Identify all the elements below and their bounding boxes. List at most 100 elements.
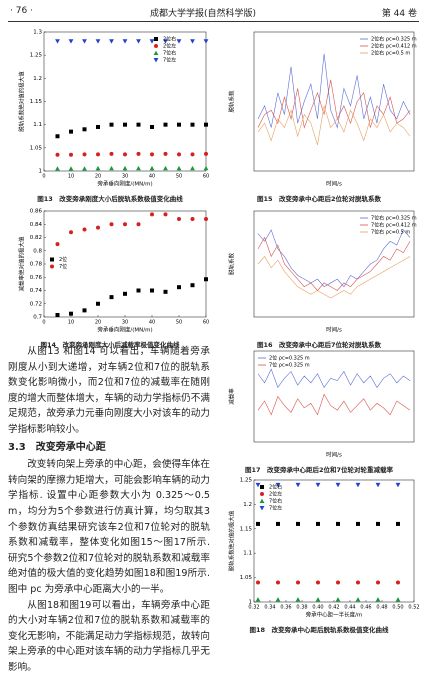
marker: [123, 152, 127, 156]
marker: [164, 290, 168, 294]
x-tick-label: 50: [176, 320, 182, 326]
marker: [96, 152, 100, 156]
marker: [82, 166, 87, 170]
paragraph: 从图13 和图14 可以看出，车辆随着旁承刚度从小到大递增，对车辆2位和7位的脱…: [8, 344, 210, 438]
marker: [376, 483, 381, 487]
y-tick-label: 1.3: [33, 30, 42, 36]
y-axis-label: 减载率绝对值的极大值: [18, 236, 26, 292]
section-heading: 3.3 改变旁承中心距: [8, 440, 210, 456]
marker: [109, 39, 114, 43]
marker: [396, 522, 400, 526]
marker: [396, 580, 400, 584]
y-tick-label: 1.05: [30, 145, 43, 151]
y-tick-label: 0.74: [30, 288, 43, 294]
x-tick-label: 40: [149, 320, 155, 326]
x-tick-label: 30: [122, 174, 128, 180]
marker: [56, 313, 60, 317]
marker: [204, 123, 208, 127]
x-tick-label: 50: [176, 174, 182, 180]
marker: [137, 289, 141, 293]
marker: [154, 44, 158, 48]
marker: [376, 597, 381, 601]
legend-label: 2位右: [269, 484, 282, 491]
marker: [50, 265, 54, 269]
legend-label: 7位右: [269, 498, 282, 505]
x-tick-label: 0: [42, 174, 45, 180]
header-rule: [8, 21, 419, 22]
y-tick-label: 1.25: [240, 478, 253, 484]
legend-label: 7位 ρc=0.325 m: [269, 362, 310, 369]
series-line: [258, 256, 410, 298]
marker: [96, 125, 100, 129]
marker: [96, 302, 100, 306]
marker: [69, 153, 73, 157]
marker: [296, 597, 301, 601]
x-tick-label: 20: [95, 174, 101, 180]
marker: [376, 522, 380, 526]
y-tick-label: 0.84: [30, 222, 43, 228]
paragraph: 改变转向架上旁承的中心距，会使得车体在转向架的摩擦力矩增大，可能会影响车辆的动力…: [8, 457, 210, 597]
marker: [137, 152, 141, 156]
legend-label: 7位右 ρc=0.325 m: [371, 215, 417, 222]
y-axis-label: 脱轨系数绝对值的极大值: [228, 510, 236, 571]
y-axis-label: 脱轨系数: [228, 253, 236, 276]
marker: [150, 212, 154, 216]
marker: [109, 166, 114, 170]
legend-label: 7位左: [163, 57, 176, 64]
marker: [316, 580, 320, 584]
x-tick-label: 40: [149, 174, 155, 180]
marker: [83, 152, 87, 156]
marker: [150, 39, 155, 43]
marker: [204, 39, 209, 43]
marker: [204, 277, 208, 281]
marker: [177, 166, 182, 170]
x-tick-label: 0.42: [328, 605, 339, 611]
marker: [396, 597, 401, 601]
x-tick-label: 0.44: [344, 605, 355, 611]
marker: [191, 283, 195, 287]
series-line: [258, 54, 410, 128]
y-tick-label: 0.82: [30, 235, 42, 241]
marker: [69, 130, 73, 134]
marker: [276, 597, 281, 601]
marker: [256, 580, 260, 584]
marker: [356, 483, 361, 487]
marker: [50, 258, 54, 262]
x-tick-label: 0.32: [248, 605, 259, 611]
x-tick-label: 60: [203, 174, 209, 180]
y-tick-label: 0.86: [30, 209, 43, 215]
volume: 第 44 卷: [382, 6, 417, 19]
x-axis-label: 时间/s: [326, 180, 342, 188]
marker: [164, 123, 168, 127]
plot-frame: [44, 32, 206, 171]
marker: [191, 123, 195, 127]
marker: [82, 39, 87, 43]
marker: [110, 295, 114, 299]
marker: [96, 39, 101, 43]
marker: [316, 522, 320, 526]
marker: [316, 597, 321, 601]
marker: [356, 597, 361, 601]
marker: [110, 222, 114, 226]
marker: [83, 308, 87, 312]
marker: [55, 39, 60, 43]
marker: [296, 580, 300, 584]
x-tick-label: 0: [42, 320, 45, 326]
x-axis-label: 旁承垂向刚度/(MN/m): [97, 326, 152, 334]
x-tick-label: 0.40: [312, 605, 323, 611]
figure-caption: 图18 改变旁承中心距后脱轨系数极值变化曲线: [218, 624, 420, 634]
y-tick-label: 0.78: [30, 262, 43, 268]
x-axis-label: 旁承中心距一半长度/m: [306, 611, 363, 619]
marker: [177, 123, 181, 127]
marker: [154, 51, 159, 55]
legend-label: 2位左: [269, 491, 282, 498]
marker: [276, 580, 280, 584]
marker: [336, 597, 341, 601]
y-axis-label: 减载率: [228, 388, 236, 405]
marker: [150, 166, 155, 170]
marker: [177, 285, 181, 289]
y-tick-label: 1.25: [30, 53, 43, 59]
marker: [256, 483, 261, 487]
